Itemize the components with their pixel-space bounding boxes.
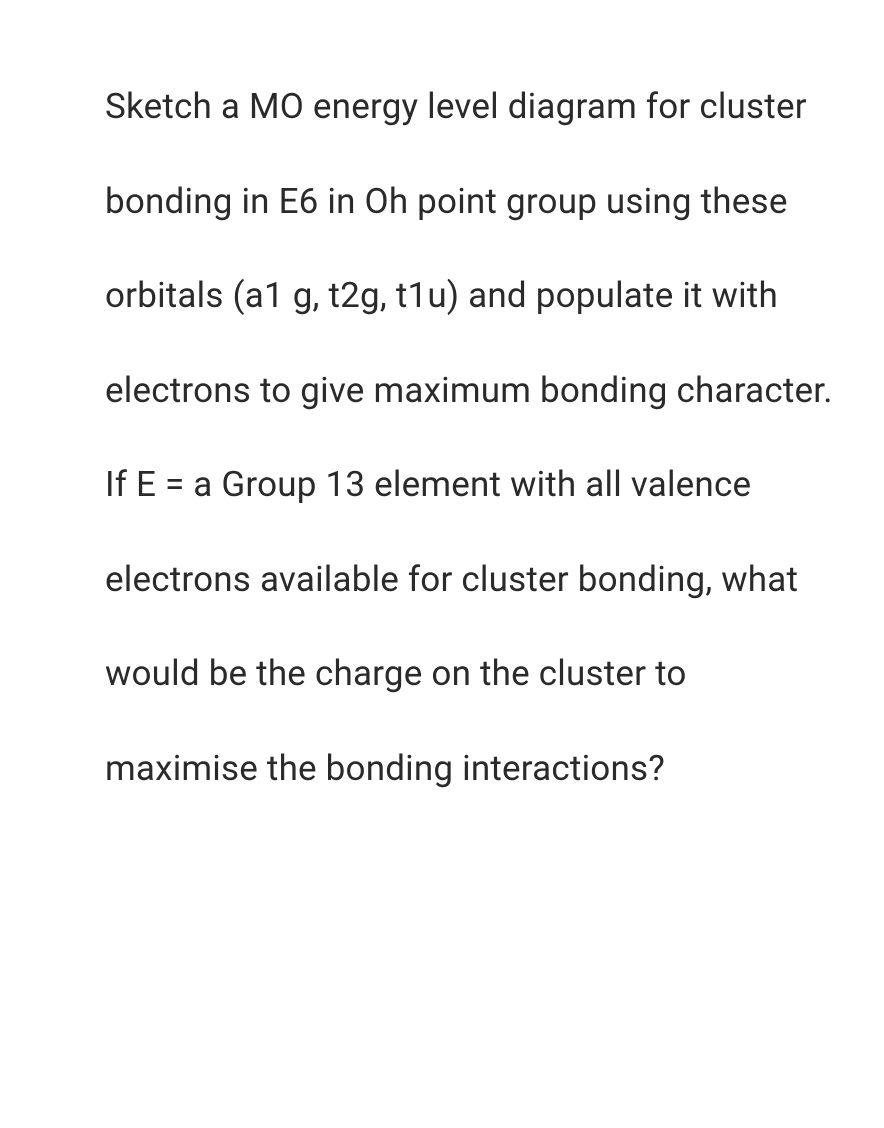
- question-text: Sketch a MO energy level diagram for clu…: [105, 60, 834, 816]
